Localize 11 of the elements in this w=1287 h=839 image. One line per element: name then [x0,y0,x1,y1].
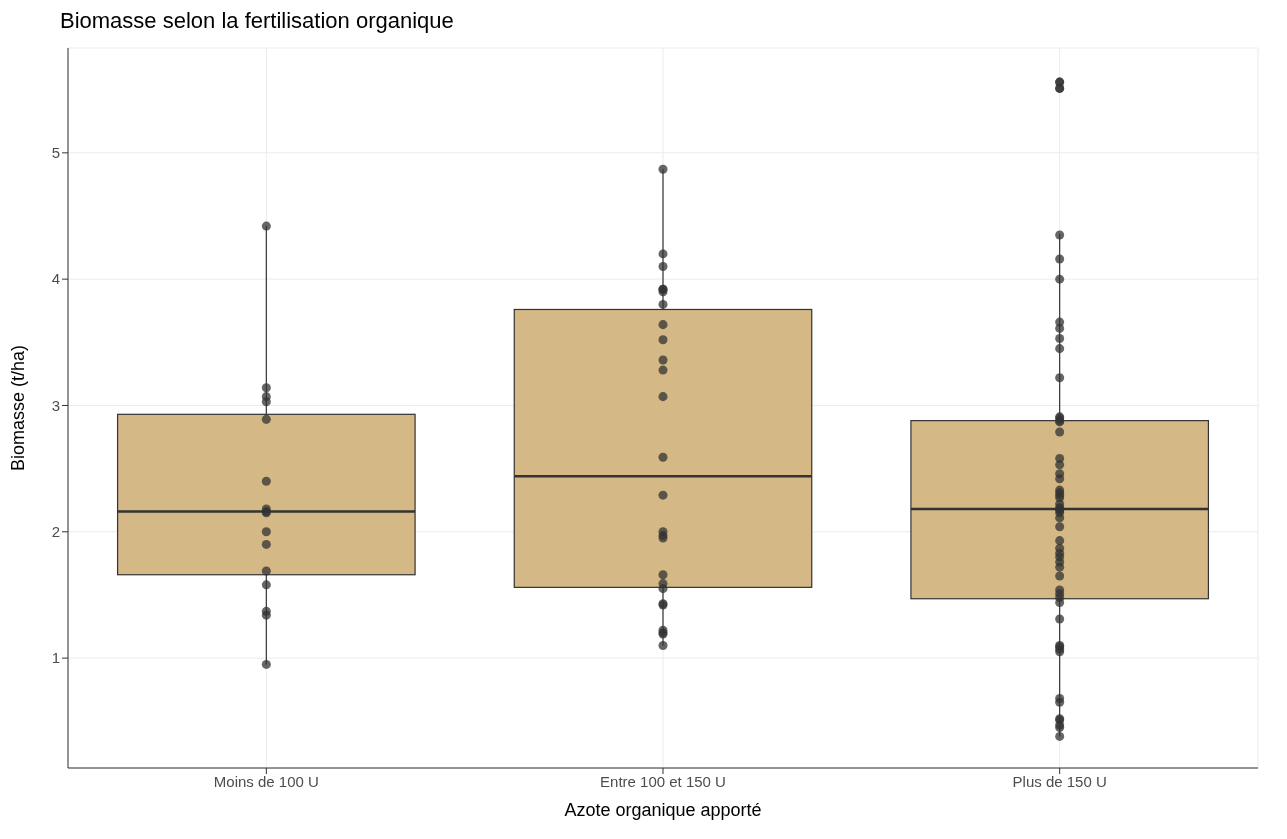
y-tick-label: 2 [51,523,60,541]
y-tick-label: 1 [51,649,60,667]
x-tick-label: Moins de 100 U [213,772,319,790]
y-tick-label: 3 [51,396,60,414]
y-axis-title: Biomasse (t/ha) [8,344,29,472]
x-axis-title: Azote organique apporté [564,800,762,820]
x-tick-label: Plus de 150 U [1012,772,1107,790]
y-tick-label: 4 [51,270,60,288]
y-tick-label: 5 [51,144,60,162]
chart-title: Biomasse selon la fertilisation organique [59,8,455,35]
x-tick-label: Entre 100 et 150 U [600,772,726,790]
